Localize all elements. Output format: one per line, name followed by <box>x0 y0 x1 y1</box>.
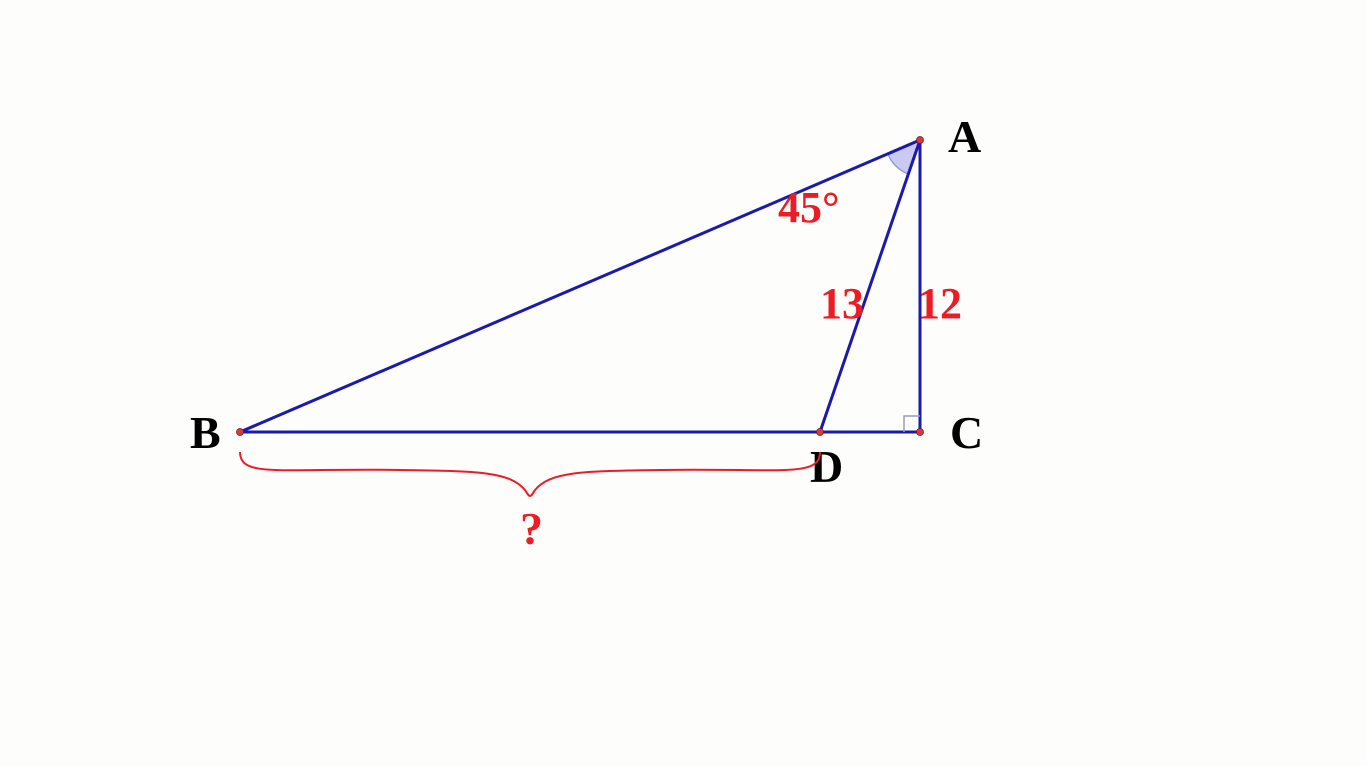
point-b <box>237 429 244 436</box>
label-c: C <box>950 407 983 458</box>
label-d: D <box>810 441 843 492</box>
measure-ac: 12 <box>918 279 962 328</box>
brace-bd <box>240 452 820 496</box>
angle-bad-label: 45° <box>778 183 840 232</box>
label-b: B <box>190 407 221 458</box>
point-a <box>917 137 924 144</box>
point-d <box>817 429 824 436</box>
label-a: A <box>948 111 981 162</box>
point-c <box>917 429 924 436</box>
geometry-diagram: A B C D 45° 13 12 ? <box>0 0 1367 766</box>
brace-question: ? <box>520 503 543 554</box>
measure-ad: 13 <box>820 279 864 328</box>
